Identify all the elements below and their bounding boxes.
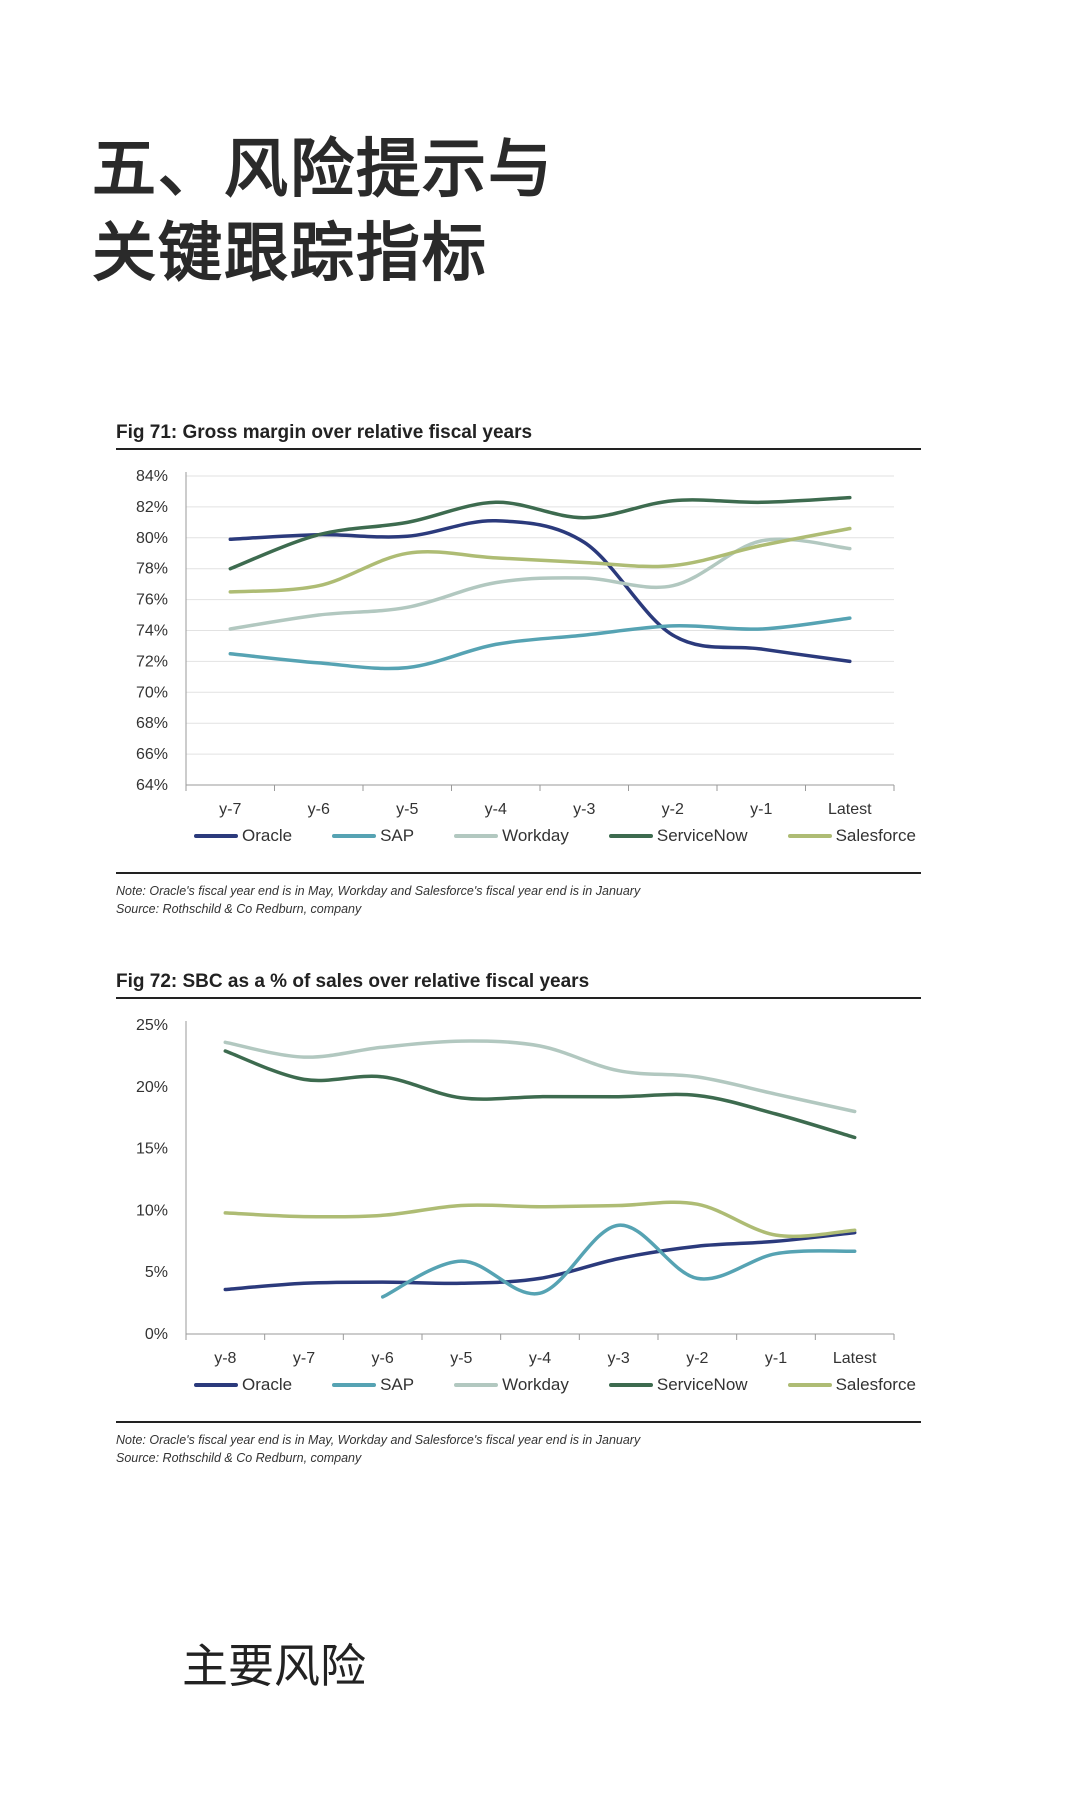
series-line-servicenow [228, 495, 852, 571]
legend-label: ServiceNow [656, 1375, 748, 1394]
x-tick-label: y-7 [219, 801, 241, 818]
figure-note: Note: Oracle's fiscal year end is in May… [116, 882, 921, 918]
legend-label: Salesforce [835, 826, 916, 845]
legend-item-workday: Workday [454, 826, 569, 846]
y-tick-label: 25% [136, 1017, 168, 1034]
sbc-chart: 0% 5% 10% 15% 20% 25% y-8 y-7 y-6 y-5 y-4 y-3 y-2 y-1… [136, 1017, 895, 1367]
y-tick-label: 78% [136, 561, 168, 578]
series-line-oracle [223, 1230, 857, 1292]
x-tick-label: y-6 [308, 801, 330, 818]
x-tick-label: y-3 [608, 1350, 630, 1367]
y-tick-label: 84% [136, 468, 168, 485]
series-line-workday [228, 537, 852, 631]
x-tick-label: y-2 [662, 801, 684, 818]
y-tick-label: 68% [136, 715, 168, 732]
legend-item-oracle: Oracle [194, 1375, 292, 1395]
x-tick-label: y-2 [686, 1350, 708, 1367]
x-tick-label: y-4 [529, 1350, 551, 1367]
x-tick-label: y-1 [750, 801, 772, 818]
legend-label: SAP [380, 1375, 415, 1394]
legend-label: Oracle [242, 826, 293, 845]
y-tick-label: 64% [136, 777, 168, 794]
y-tick-label: 82% [136, 499, 168, 516]
x-tick-label: Latest [828, 801, 872, 818]
legend-swatch [608, 834, 653, 838]
y-tick-label: 72% [136, 653, 168, 670]
chart-title: Fig 71: Gross margin over relative fisca… [116, 422, 921, 450]
legend-item-servicenow: ServiceNow [608, 826, 748, 846]
legend-swatch [454, 1383, 499, 1387]
gross-margin-chart: 64% 66% 68% 70% 72% 74% 76% 78% 80% 82% 84% y-7 y-6 y… [136, 468, 895, 818]
series-line-servicenow [223, 1049, 857, 1140]
note-line: Note: Oracle's fiscal year end is in May… [116, 884, 641, 898]
y-tick-label: 70% [136, 684, 168, 701]
legend-item-salesforce: Salesforce [787, 1375, 916, 1395]
x-tick-label: y-1 [765, 1350, 787, 1367]
legend-swatch [787, 1383, 832, 1387]
legend-label: Salesforce [835, 1375, 916, 1394]
x-tick-label: y-3 [573, 801, 595, 818]
legend-label: SAP [380, 826, 415, 845]
page-title-line1: 五、风险提示与 [92, 133, 554, 207]
legend-swatch [332, 834, 377, 838]
legend-item-sap: SAP [332, 1375, 414, 1395]
page-title-line2: 关键跟踪指标 [92, 217, 488, 291]
series-line-sap [380, 1223, 857, 1299]
figure-note: Note: Oracle's fiscal year end is in May… [116, 1431, 921, 1467]
legend-item-servicenow: ServiceNow [608, 1375, 748, 1395]
legend-swatch [787, 834, 832, 838]
section-heading: 主要风险 [182, 1639, 366, 1693]
series-line-sap [228, 616, 852, 671]
series-line-salesforce [228, 526, 852, 594]
legend-item-oracle: Oracle [194, 826, 292, 846]
series-line-oracle [228, 519, 852, 664]
figure-divider [116, 872, 921, 874]
legend-item-salesforce: Salesforce [787, 826, 916, 846]
y-tick-label: 10% [136, 1202, 168, 1219]
legend-label: Workday [502, 1375, 569, 1394]
x-tick-label: y-8 [214, 1350, 236, 1367]
x-tick-label: y-5 [396, 801, 418, 818]
y-tick-label: 0% [145, 1326, 168, 1343]
x-tick-label: y-7 [293, 1350, 315, 1367]
x-tick-label: Latest [833, 1350, 877, 1367]
legend-label: ServiceNow [656, 826, 748, 845]
y-tick-label: 76% [136, 592, 168, 609]
legend-swatch [608, 1383, 653, 1387]
legend-label: Workday [502, 826, 569, 845]
y-tick-label: 20% [136, 1079, 168, 1096]
figure-71: Fig 71: Gross margin over relative fisca… [116, 422, 921, 918]
series-line-salesforce [223, 1200, 857, 1239]
series-line-workday [223, 1039, 857, 1114]
x-tick-label: y-6 [372, 1350, 394, 1367]
legend-swatch [454, 834, 499, 838]
page-title: 五、风险提示与 关键跟踪指标 [92, 128, 554, 296]
y-tick-label: 15% [136, 1141, 168, 1158]
legend-item-workday: Workday [454, 1375, 569, 1395]
note-line: Note: Oracle's fiscal year end is in May… [116, 1433, 641, 1447]
legend-label: Oracle [242, 1375, 293, 1394]
legend-swatch [194, 834, 238, 838]
source-line: Source: Rothschild & Co Redburn, company [116, 902, 362, 916]
figure-divider [116, 1421, 921, 1423]
legend-swatch [194, 1383, 238, 1387]
x-tick-label: y-5 [450, 1350, 472, 1367]
source-line: Source: Rothschild & Co Redburn, company [116, 1451, 362, 1465]
legend-swatch [332, 1383, 377, 1387]
x-tick-label: y-4 [485, 801, 507, 818]
y-tick-label: 66% [136, 746, 168, 763]
figure-72: Fig 72: SBC as a % of sales over relativ… [116, 971, 921, 1467]
chart-legend: Oracle SAP Workday ServiceNow Salesforce [194, 1375, 921, 1395]
y-tick-label: 74% [136, 623, 168, 640]
chart-title: Fig 72: SBC as a % of sales over relativ… [116, 971, 921, 999]
y-tick-label: 5% [145, 1264, 168, 1281]
y-tick-label: 80% [136, 530, 168, 547]
legend-item-sap: SAP [332, 826, 414, 846]
chart-legend: Oracle SAP Workday ServiceNow Salesforce [194, 826, 921, 846]
